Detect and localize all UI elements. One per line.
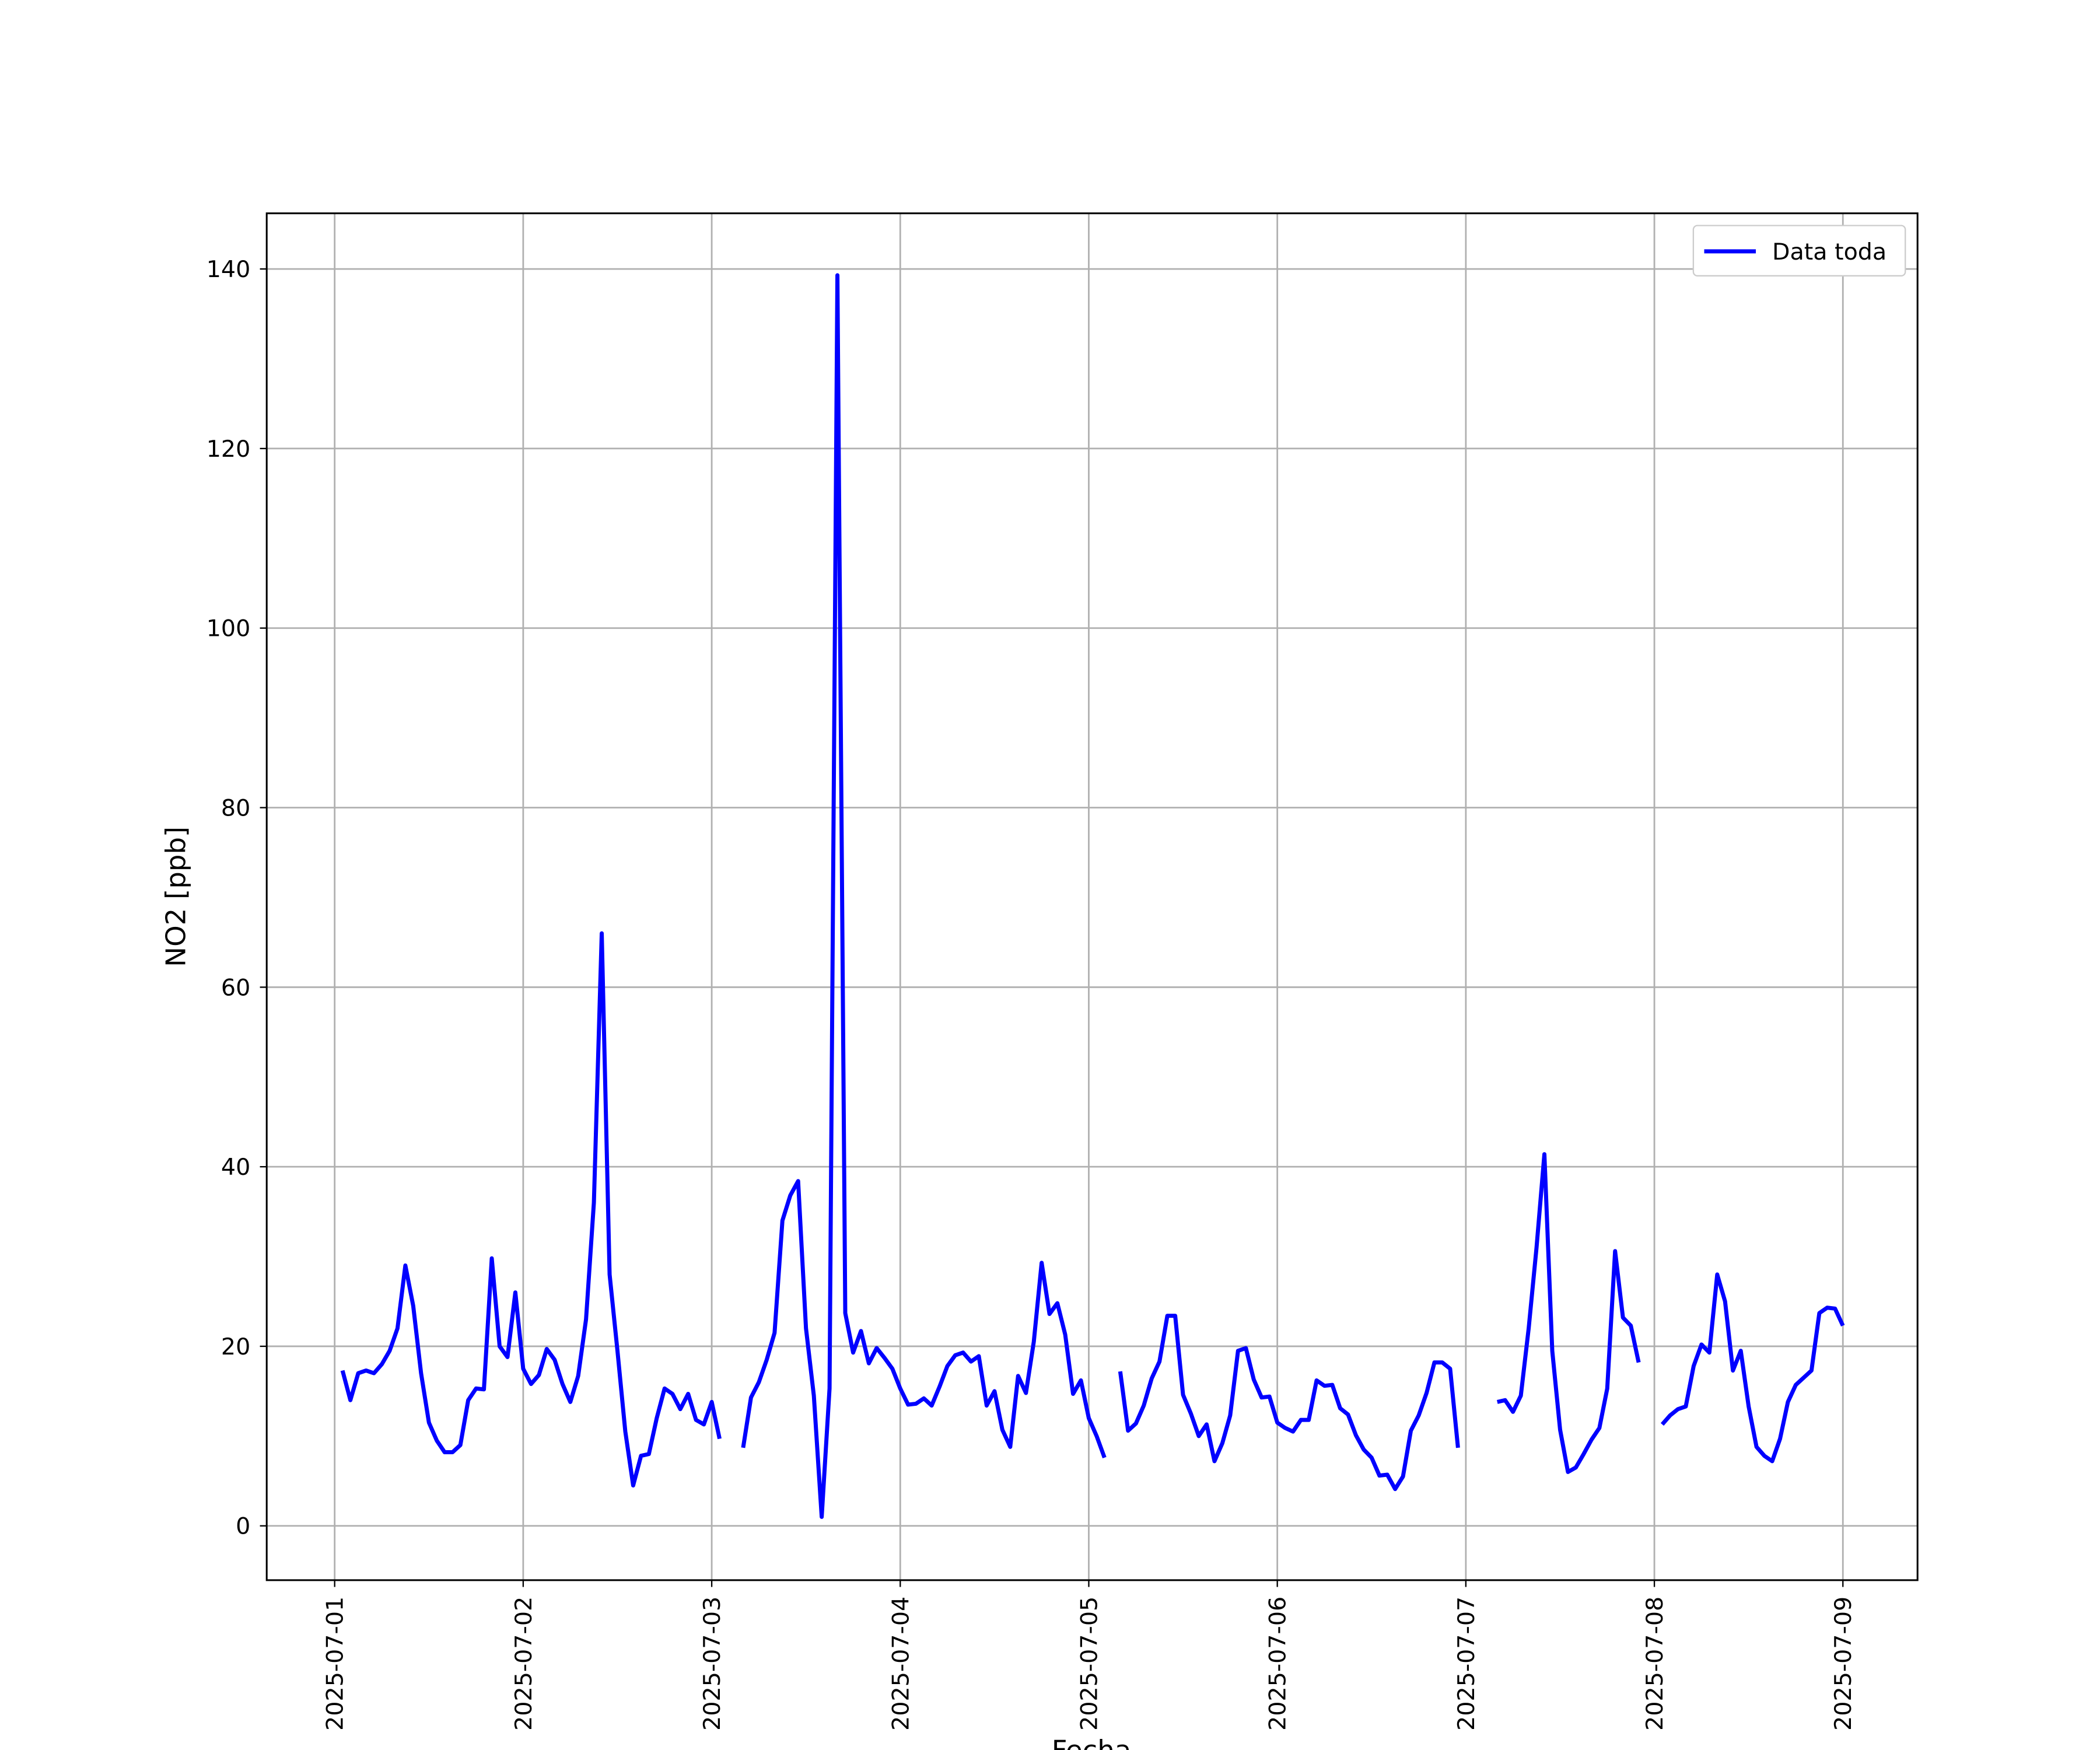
x-tick-label: 2025-07-09 [1830, 1597, 1857, 1731]
y-tick-label: 100 [206, 615, 251, 642]
x-tick-label: 2025-07-08 [1642, 1597, 1668, 1731]
legend-box [1692, 225, 1906, 276]
plot-frame [265, 212, 1919, 1581]
y-tick-label: 140 [206, 256, 251, 283]
x-tick-label: 2025-07-04 [887, 1597, 914, 1731]
y-axis-label: NO2 [ppb] [160, 827, 191, 967]
y-tick-label: 20 [221, 1334, 250, 1360]
y-tick-label: 120 [206, 436, 251, 463]
x-tick-label: 2025-07-03 [699, 1597, 726, 1731]
data-line [340, 273, 1845, 1519]
x-tick-label: 2025-07-06 [1265, 1597, 1292, 1731]
x-tick-label: 2025-07-05 [1076, 1597, 1102, 1731]
x-tick-label: 2025-07-02 [510, 1597, 537, 1731]
y-tick-label: 60 [221, 974, 250, 1001]
y-tick-label: 80 [221, 794, 250, 821]
x-tick-label: 2025-07-07 [1453, 1597, 1480, 1731]
x-tick-label: 2025-07-01 [322, 1597, 349, 1731]
legend-label: Data toda [1772, 239, 1887, 265]
y-tick-label: 40 [221, 1154, 250, 1181]
y-tick-label: 0 [236, 1513, 250, 1540]
x-axis-label: Fecha [1052, 1734, 1132, 1750]
